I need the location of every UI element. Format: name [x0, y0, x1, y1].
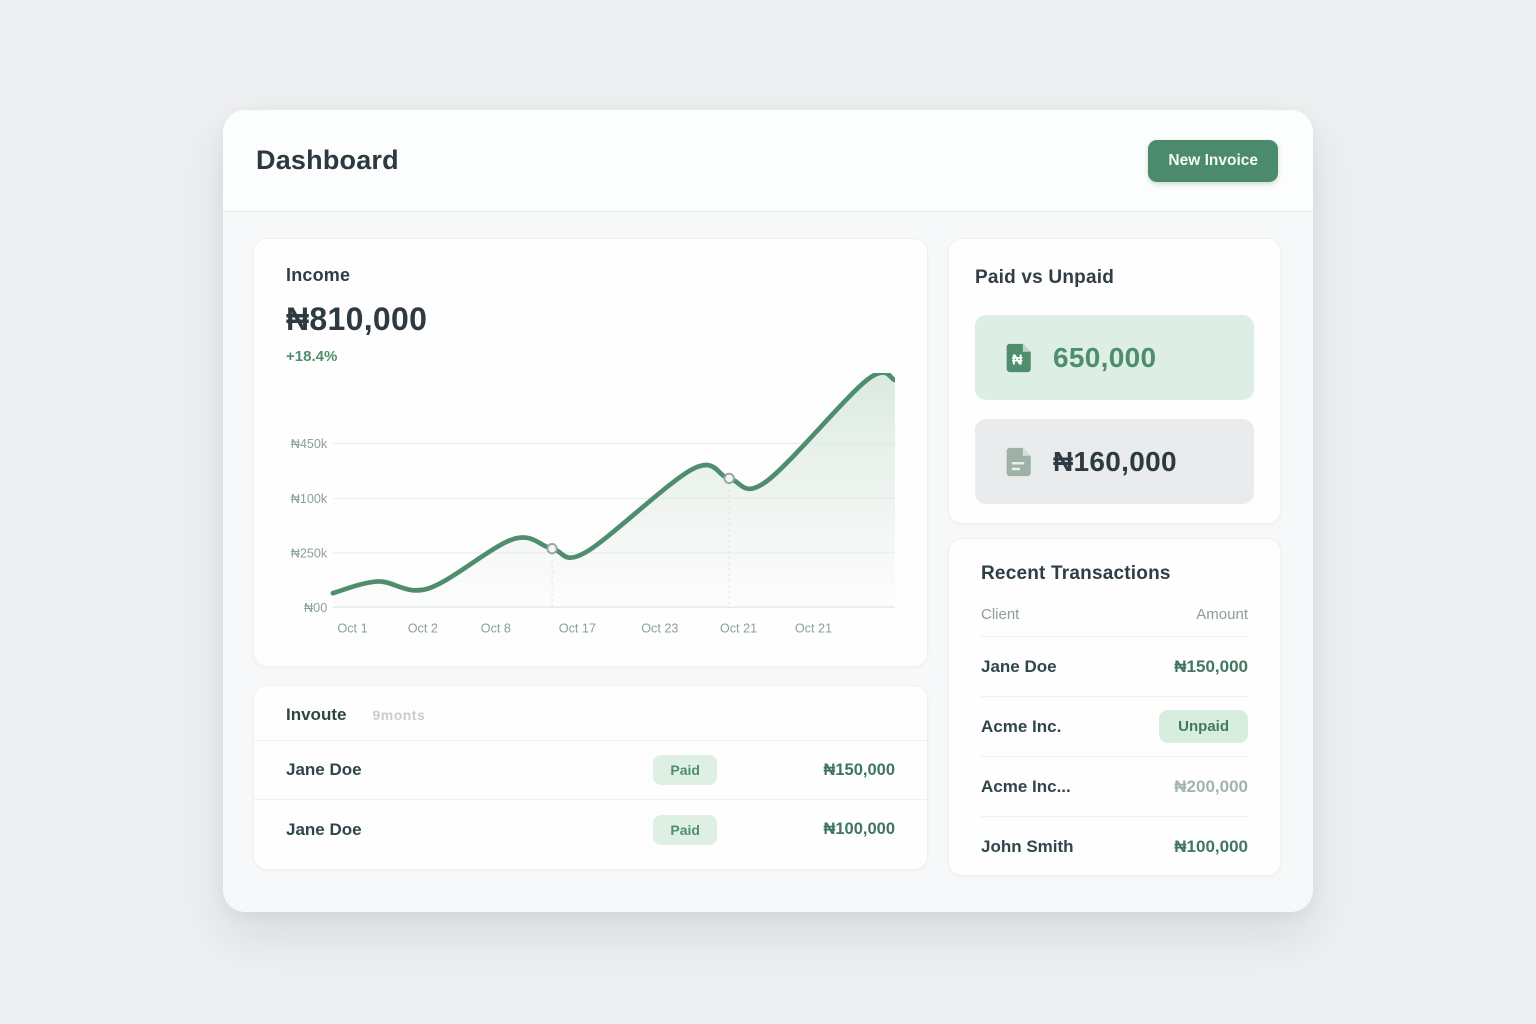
transaction-amount: ₦100,000	[1174, 837, 1248, 856]
paid-vs-unpaid-title: Paid vs Unpaid	[975, 267, 1115, 288]
transaction-row[interactable]: John Smith ₦100,000	[981, 817, 1248, 877]
invoice-amount: ₦150,000	[823, 760, 895, 779]
paid-total-pill: ₦ 650,000	[975, 315, 1254, 400]
transactions-column-headers: Client Amount	[981, 606, 1248, 637]
chart-y-axis-labels: ₦450k ₦100k ₦250k ₦00	[291, 437, 328, 615]
transaction-client: Jane Doe	[981, 656, 1057, 676]
transaction-client: Acme Inc.	[981, 716, 1062, 736]
transaction-client: John Smith	[981, 837, 1074, 856]
page-title: Dashboard	[256, 145, 399, 175]
invoice-list-title: Invoute	[286, 705, 347, 724]
recent-transactions-card: Recent Transactions Client Amount Jane D…	[948, 538, 1281, 876]
transaction-amount: ₦150,000	[1174, 656, 1248, 676]
dashboard-content: Income ₦810,000 +18.4%	[223, 212, 1313, 876]
invoice-client: Jane Doe	[286, 819, 362, 839]
x-tick-6: Oct 21	[795, 622, 832, 636]
app-window: Dashboard New Invoice Income ₦810,000 +1…	[223, 110, 1313, 912]
client-column-header: Client	[981, 606, 1020, 623]
chart-x-axis-labels: Oct 1 Oct 2 Oct 8 Oct 17 Oct 23 Oct 21 O…	[337, 622, 832, 636]
recent-transactions-title: Recent Transactions	[981, 563, 1171, 584]
invoice-list-header: Invoute 9monts	[254, 686, 927, 741]
transaction-amount: ₦200,000	[1174, 776, 1248, 796]
paid-badge: Paid	[653, 814, 717, 845]
invoice-list-card: Invoute 9monts Jane Doe Paid ₦150,000 Ja…	[253, 685, 928, 870]
paid-total-value: 650,000	[1053, 341, 1157, 373]
income-card-title: Income	[286, 265, 351, 285]
chart-data-point	[546, 543, 558, 555]
invoice-row[interactable]: Jane Doe Paid ₦150,000	[254, 741, 927, 800]
x-tick-4: Oct 23	[641, 622, 678, 636]
income-total-value: ₦810,000	[286, 301, 428, 337]
amount-column-header: Amount	[1196, 606, 1248, 623]
income-area-chart: ₦450k ₦100k ₦250k ₦00 Oct 1 Oct 2	[291, 373, 895, 636]
transaction-row[interactable]: Acme Inc... ₦200,000	[981, 757, 1248, 817]
transaction-row[interactable]: Jane Doe ₦150,000	[981, 637, 1248, 697]
app-header: Dashboard New Invoice	[223, 110, 1313, 212]
naira-document-icon: ₦	[1006, 343, 1031, 372]
left-column: Income ₦810,000 +18.4%	[253, 238, 928, 876]
paid-vs-unpaid-card: Paid vs Unpaid ₦ 650,000	[948, 238, 1281, 524]
unpaid-total-value: ₦160,000	[1053, 445, 1177, 477]
svg-text:₦: ₦	[1012, 352, 1023, 368]
income-line	[330, 373, 895, 596]
x-tick-2: Oct 8	[481, 622, 511, 636]
income-card: Income ₦810,000 +18.4%	[253, 238, 928, 667]
document-icon	[1006, 447, 1031, 476]
income-change-percent: +18.4%	[286, 348, 338, 365]
unpaid-badge: Unpaid	[1159, 710, 1248, 743]
chart-data-point	[723, 472, 735, 485]
y-tick-0: ₦450k	[291, 437, 328, 451]
transaction-client: Acme Inc...	[981, 776, 1071, 796]
invoice-client: Jane Doe	[286, 760, 362, 779]
chart-markers	[546, 472, 735, 608]
right-column: Paid vs Unpaid ₦ 650,000	[948, 238, 1281, 876]
x-tick-0: Oct 1	[337, 622, 367, 636]
y-tick-2: ₦250k	[291, 547, 328, 561]
x-tick-5: Oct 21	[720, 622, 757, 636]
x-tick-1: Oct 2	[408, 622, 438, 636]
unpaid-total-pill: ₦160,000	[975, 419, 1254, 504]
invoice-row[interactable]: Jane Doe Paid ₦100,000	[254, 800, 927, 859]
invoice-list-subtitle: 9monts	[372, 707, 426, 723]
y-tick-3: ₦00	[304, 601, 327, 615]
transaction-row[interactable]: Acme Inc. Unpaid	[981, 697, 1248, 757]
y-tick-1: ₦100k	[291, 492, 328, 506]
paid-badge: Paid	[653, 755, 717, 785]
invoice-amount: ₦100,000	[823, 820, 895, 838]
income-chart: ₦450k ₦100k ₦250k ₦00 Oct 1 Oct 2	[286, 373, 895, 643]
x-tick-3: Oct 17	[559, 622, 596, 636]
income-area-fill	[332, 373, 895, 608]
new-invoice-button[interactable]: New Invoice	[1148, 139, 1278, 182]
